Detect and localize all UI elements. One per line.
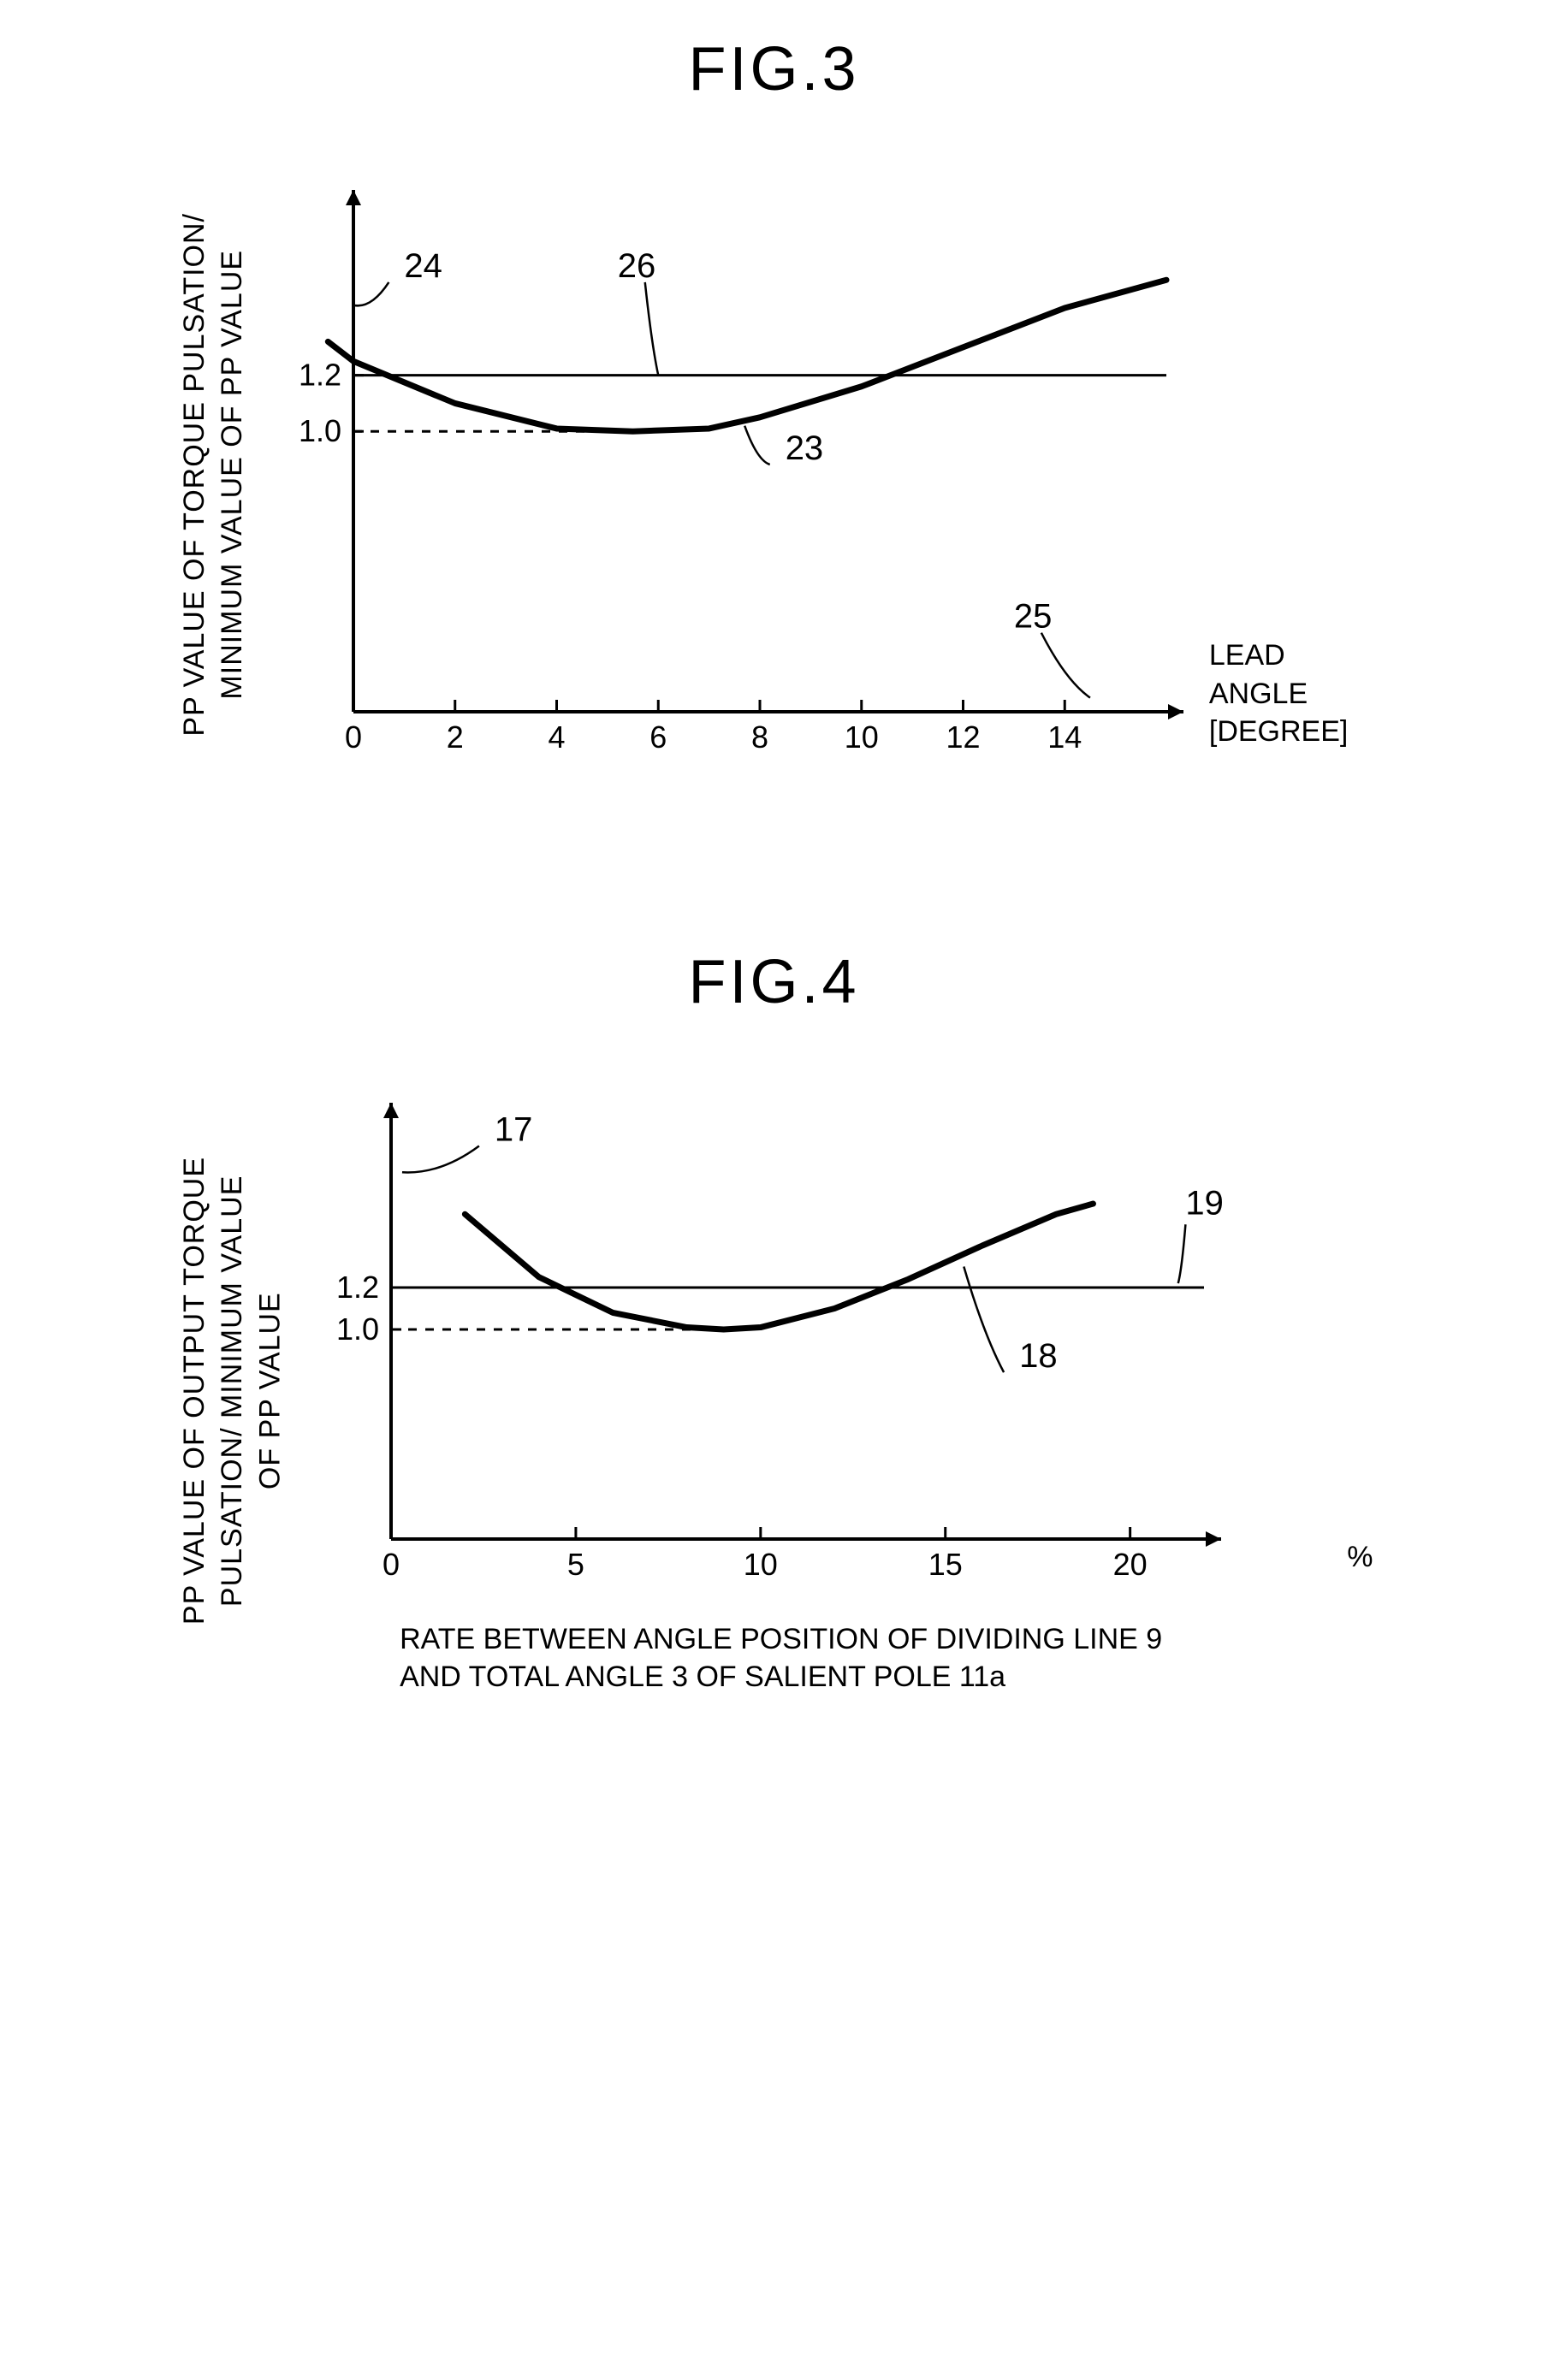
svg-text:8: 8	[751, 719, 768, 755]
figure-4-ylabel: PP VALUE OF OUTPUT TORQUEPULSATION/ MINI…	[175, 1157, 289, 1625]
svg-text:14: 14	[1047, 719, 1082, 755]
figure-3-svg-holder: 024681012141.01.224262325	[259, 173, 1201, 776]
svg-text:20: 20	[1113, 1547, 1148, 1582]
svg-text:0: 0	[383, 1547, 400, 1582]
svg-text:4: 4	[548, 719, 565, 755]
figure-3-ylabel: PP VALUE OF TORQUE PULSATION/MINIMUM VAL…	[175, 213, 251, 737]
svg-text:17: 17	[495, 1111, 533, 1149]
figure-3-svg: 024681012141.01.224262325	[259, 173, 1201, 772]
figure-3: FIG.3 PP VALUE OF TORQUE PULSATION/MINIM…	[175, 34, 1373, 776]
svg-text:6: 6	[649, 719, 667, 755]
svg-text:1.0: 1.0	[336, 1311, 379, 1347]
svg-text:1.2: 1.2	[299, 358, 341, 393]
figure-4-xlabel: RATE BETWEEN ANGLE POSITION OF DIVIDING …	[400, 1620, 1338, 1696]
figure-3-title: FIG.3	[175, 34, 1373, 104]
svg-text:26: 26	[618, 247, 656, 285]
figure-4-chart: PP VALUE OF OUTPUT TORQUEPULSATION/ MINI…	[175, 1086, 1373, 1696]
svg-text:19: 19	[1185, 1184, 1224, 1222]
figure-4-title: FIG.4	[175, 947, 1373, 1017]
figure-3-chart: PP VALUE OF TORQUE PULSATION/MINIMUM VAL…	[175, 173, 1373, 776]
svg-text:5: 5	[567, 1547, 584, 1582]
figure-4-svg-holder: 0 5 10 15 20 1.0 1.2 17 19 18 RATE BETWEEN ANGLE …	[297, 1086, 1338, 1696]
svg-text:1.0: 1.0	[299, 413, 341, 448]
svg-text:2: 2	[447, 719, 464, 755]
svg-text:23: 23	[786, 429, 824, 467]
svg-text:12: 12	[946, 719, 980, 755]
svg-text:10: 10	[845, 719, 879, 755]
figure-4: FIG.4 PP VALUE OF OUTPUT TORQUEPULSATION…	[175, 947, 1373, 1696]
svg-text:24: 24	[404, 247, 442, 285]
figure-4-svg: 0 5 10 15 20 1.0 1.2 17 19 18	[297, 1086, 1238, 1599]
svg-text:15: 15	[928, 1547, 963, 1582]
figure-3-xlabel: LEAD ANGLE[DEGREE]	[1209, 636, 1373, 750]
svg-text:1.2: 1.2	[336, 1270, 379, 1305]
svg-text:10: 10	[744, 1547, 778, 1582]
figure-4-xunit: %	[1347, 1538, 1373, 1576]
svg-text:25: 25	[1014, 598, 1053, 636]
svg-text:18: 18	[1019, 1337, 1058, 1375]
svg-text:0: 0	[345, 719, 362, 755]
